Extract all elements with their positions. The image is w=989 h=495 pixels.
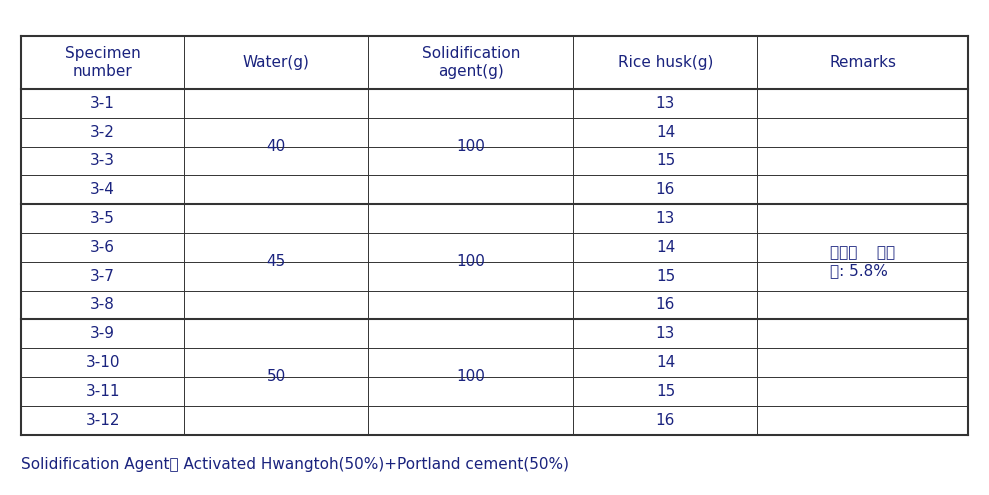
Text: 100: 100: [456, 139, 486, 154]
Text: 100: 100: [456, 369, 486, 385]
Text: Water(g): Water(g): [242, 55, 310, 70]
Text: 14: 14: [656, 355, 675, 370]
Text: 3-6: 3-6: [90, 240, 115, 255]
Text: 3-4: 3-4: [90, 182, 115, 198]
Text: 50: 50: [267, 369, 286, 385]
Text: 3-12: 3-12: [85, 413, 120, 428]
Text: Specimen
number: Specimen number: [64, 46, 140, 79]
Text: 3-8: 3-8: [90, 297, 115, 312]
Text: 3-2: 3-2: [90, 125, 115, 140]
Text: 15: 15: [656, 269, 675, 284]
Text: 3-10: 3-10: [85, 355, 120, 370]
Text: 14: 14: [656, 240, 675, 255]
Text: 15: 15: [656, 384, 675, 399]
Text: 3-11: 3-11: [85, 384, 120, 399]
Text: 15: 15: [656, 153, 675, 168]
Text: 40: 40: [267, 139, 286, 154]
Text: 왕겨의    함수
율: 5.8%: 왕겨의 함수 율: 5.8%: [830, 246, 895, 278]
Text: 3-7: 3-7: [90, 269, 115, 284]
Text: 13: 13: [656, 211, 675, 226]
Text: 16: 16: [656, 182, 675, 198]
Text: Remarks: Remarks: [829, 55, 896, 70]
Text: 100: 100: [456, 254, 486, 269]
Text: 3-3: 3-3: [90, 153, 115, 168]
Text: Solidification
agent(g): Solidification agent(g): [421, 46, 520, 79]
Text: 16: 16: [656, 413, 675, 428]
Text: 3-1: 3-1: [90, 96, 115, 111]
Text: 3-5: 3-5: [90, 211, 115, 226]
Text: 14: 14: [656, 125, 675, 140]
Text: Solidification Agent： Activated Hwangtoh(50%)+Portland cement(50%): Solidification Agent： Activated Hwangtoh…: [21, 457, 569, 472]
Text: 13: 13: [656, 326, 675, 341]
Text: 16: 16: [656, 297, 675, 312]
Text: 45: 45: [267, 254, 286, 269]
Text: 13: 13: [656, 96, 675, 111]
Text: 3-9: 3-9: [90, 326, 115, 341]
Text: Rice husk(g): Rice husk(g): [618, 55, 713, 70]
